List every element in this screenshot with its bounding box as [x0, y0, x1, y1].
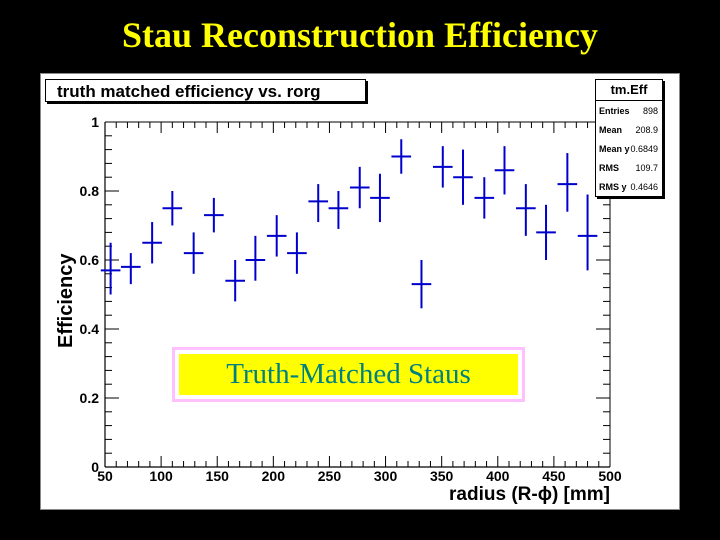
y-tick-label: 0.8 [80, 183, 100, 199]
x-tick-label: 300 [374, 468, 398, 484]
x-tick-label: 500 [598, 468, 622, 484]
plot-panel [40, 73, 680, 510]
x-tick-label: 450 [542, 468, 566, 484]
annotation-box: Truth-Matched Staus [172, 347, 525, 402]
y-tick-label: 0.6 [80, 252, 100, 268]
data-point [204, 197, 224, 233]
data-point [370, 173, 390, 223]
annotation-text: Truth-Matched Staus [226, 358, 471, 390]
data-point [557, 153, 578, 212]
tick-marks [104, 121, 611, 468]
x-tick-label: 350 [430, 468, 454, 484]
data-point [328, 191, 349, 229]
stat-value: 0.4646 [630, 181, 658, 192]
data-point [432, 146, 453, 188]
data-points [100, 139, 598, 309]
y-axis-title: Efficiency [55, 253, 77, 348]
data-point [183, 232, 204, 274]
data-point [266, 215, 287, 257]
y-tick-label: 0.4 [80, 321, 100, 337]
stat-row-mean-y: Mean y 0.6849 [596, 139, 662, 158]
stat-label: Entries [599, 105, 630, 116]
data-point [120, 253, 141, 285]
stat-row-rms: RMS 109.7 [596, 158, 662, 177]
stat-label: RMS y [599, 181, 627, 192]
stat-label: Mean y [599, 143, 630, 154]
stat-row-mean: Mean 208.9 [596, 120, 662, 139]
stat-value: 208.9 [635, 124, 658, 135]
data-point [100, 242, 121, 295]
data-point [474, 177, 495, 219]
data-point [162, 191, 183, 226]
data-point [225, 260, 245, 302]
stat-label: RMS [599, 162, 619, 173]
data-point [245, 235, 266, 281]
data-point [494, 146, 515, 195]
stats-box: tm.Eff Entries 898 Mean 208.9 Mean y 0.6… [595, 79, 663, 197]
x-tick-label: 400 [486, 468, 510, 484]
stat-value: 898 [642, 105, 658, 116]
x-tick-label: 150 [206, 468, 230, 484]
data-point [287, 232, 307, 274]
x-tick-label: 100 [149, 468, 173, 484]
data-point [308, 184, 329, 223]
data-point [411, 260, 432, 309]
y-tick-label: 0 [91, 459, 99, 475]
y-tick-label: 1 [91, 114, 99, 130]
data-point [577, 194, 598, 271]
x-tick-label: 250 [318, 468, 342, 484]
axes [104, 121, 611, 468]
stat-row-rms-y: RMS y 0.4646 [596, 177, 662, 196]
plot-title: truth matched efficiency vs. rorg [45, 79, 366, 102]
data-point [391, 139, 412, 174]
data-point [516, 184, 536, 236]
data-point [453, 149, 473, 205]
x-axis-title: radius (R-ϕ) [mm] [449, 484, 610, 505]
annotation-background: Truth-Matched Staus [179, 354, 518, 395]
stats-title: tm.Eff [596, 80, 662, 101]
data-point [349, 166, 370, 209]
slide-title: Stau Reconstruction Efficiency [122, 15, 598, 55]
stat-value: 109.7 [635, 162, 658, 173]
stat-label: Mean [599, 124, 623, 135]
x-tick-label: 50 [97, 468, 113, 484]
stat-value: 0.6849 [630, 143, 658, 154]
data-point [142, 222, 162, 264]
data-point [536, 204, 556, 260]
y-tick-label: 0.2 [80, 390, 100, 406]
stat-row-entries: Entries 898 [596, 101, 662, 120]
x-tick-label: 200 [262, 468, 286, 484]
